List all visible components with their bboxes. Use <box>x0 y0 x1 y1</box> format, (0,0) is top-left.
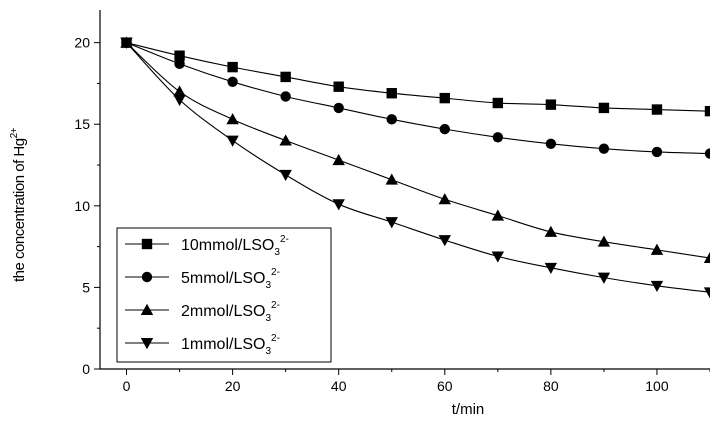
series-layer <box>120 36 710 299</box>
y-axis-title-sup: 2+ <box>9 127 20 138</box>
series-line <box>126 42 710 155</box>
data-point <box>120 37 133 49</box>
data-point <box>438 235 451 247</box>
data-point <box>227 61 238 73</box>
data-point <box>650 243 664 255</box>
legend-label-base: 2mmol/LSO <box>181 303 265 320</box>
axes: 0 5 10 15 20 0 20 40 60 80 100 <box>74 10 710 394</box>
data-point <box>333 102 344 114</box>
legend-marker <box>140 303 154 315</box>
data-point <box>386 114 397 125</box>
data-point <box>227 76 238 88</box>
legend-entry: 10mmol/LSO32- <box>125 234 289 258</box>
data-point <box>491 251 505 263</box>
data-point <box>280 91 291 102</box>
legend: 10mmol/LSO32-5mmol/LSO32-2mmol/LSO32-1mm… <box>116 227 332 363</box>
data-point <box>703 251 710 263</box>
data-point <box>545 138 557 150</box>
legend-marker <box>141 238 153 250</box>
data-point <box>703 287 710 299</box>
data-point <box>597 272 611 284</box>
series-line <box>126 42 710 112</box>
legend-marker <box>140 338 154 350</box>
y-tick-label: 5 <box>82 279 90 295</box>
data-point <box>279 134 292 146</box>
legend-entry: 1mmol/LSO32- <box>125 333 280 357</box>
legend-label: 5mmol/LSO32- <box>181 267 280 291</box>
legend-label-sup: 2- <box>271 300 280 311</box>
data-point <box>173 94 186 106</box>
x-tick-label: 100 <box>645 378 669 394</box>
legend-label-base: 5mmol/LSO <box>181 270 265 287</box>
legend-label: 2mmol/LSO32- <box>181 300 280 324</box>
legend-label-base: 1mmol/LSO <box>181 336 265 353</box>
x-tick-label: 80 <box>543 378 559 394</box>
data-point <box>492 97 504 109</box>
legend-marker <box>141 271 153 283</box>
x-axis-title: t/min <box>452 401 485 418</box>
data-point <box>386 88 397 99</box>
data-point <box>280 71 291 83</box>
series-1 <box>121 37 710 159</box>
legend-label-sup: 2- <box>280 234 289 245</box>
data-point <box>597 235 611 247</box>
data-point <box>226 113 239 125</box>
data-point <box>651 104 663 115</box>
data-point <box>385 173 398 185</box>
data-point <box>704 105 710 117</box>
legend-entry: 2mmol/LSO32- <box>125 300 280 324</box>
data-point <box>491 209 505 221</box>
data-point <box>174 50 185 61</box>
data-point <box>439 92 450 104</box>
data-point <box>438 193 451 205</box>
legend-label-sub: 3 <box>265 346 271 357</box>
series-2 <box>120 36 710 263</box>
data-point <box>279 169 292 182</box>
x-tick-label: 40 <box>331 378 347 394</box>
y-tick-label: 20 <box>74 35 90 51</box>
data-point <box>704 148 710 159</box>
legend-label-base: 10mmol/LSO <box>181 237 274 254</box>
legend-label-sub: 3 <box>265 280 271 291</box>
series-0 <box>121 37 710 117</box>
x-tick-label: 60 <box>437 378 453 394</box>
y-tick-label: 0 <box>82 361 90 377</box>
y-tick-label: 15 <box>74 116 90 132</box>
legend-label-sub: 3 <box>274 247 280 258</box>
legend-label-sup: 2- <box>271 267 280 278</box>
legend-box <box>116 227 332 363</box>
data-point <box>544 262 558 275</box>
data-point <box>173 85 186 97</box>
legend-label-sup: 2- <box>271 333 280 344</box>
data-point <box>332 153 345 166</box>
data-point <box>332 199 345 211</box>
data-point <box>385 217 398 229</box>
data-point <box>651 146 663 158</box>
series-3 <box>120 37 710 299</box>
data-point <box>333 81 344 92</box>
data-point <box>439 123 450 135</box>
data-point <box>545 99 557 110</box>
legend-entry: 5mmol/LSO32- <box>125 267 280 291</box>
x-tick-label: 20 <box>225 378 241 394</box>
y-axis-title-base: the concentration of Hg <box>11 138 28 282</box>
data-point <box>598 102 610 114</box>
legend-label: 1mmol/LSO32- <box>181 333 280 357</box>
y-axis-title: the concentration of Hg2+ <box>9 127 28 282</box>
y-tick-label: 10 <box>74 198 90 214</box>
data-point <box>226 135 239 147</box>
legend-label: 10mmol/LSO32- <box>181 234 289 258</box>
data-point <box>492 132 504 143</box>
data-point <box>598 143 610 154</box>
data-point <box>650 280 664 292</box>
data-point <box>174 58 185 70</box>
x-tick-label: 0 <box>123 378 131 394</box>
data-point <box>544 225 558 237</box>
legend-label-sub: 3 <box>265 313 271 324</box>
